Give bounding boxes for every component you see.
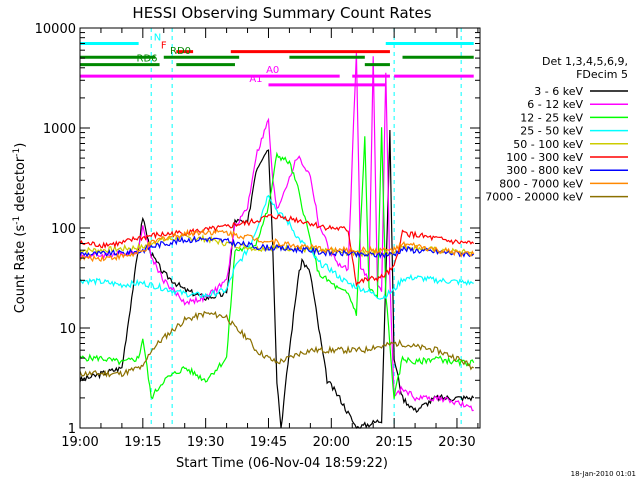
flag-label-f: F bbox=[161, 41, 167, 52]
x-tick-label: 19:45 bbox=[250, 435, 287, 450]
x-axis: 19:00 19:15 19:30 19:45 20:00 20:15 20:30 bbox=[61, 28, 479, 450]
series-line-7 bbox=[79, 235, 475, 259]
x-tick-label: 19:00 bbox=[61, 435, 98, 450]
flag-label-n: N bbox=[154, 32, 161, 43]
legend-label: 50 - 100 keV bbox=[513, 138, 583, 151]
legend-label: 7000 - 20000 keV bbox=[485, 191, 583, 204]
series-line-2 bbox=[79, 52, 474, 412]
series-line-3 bbox=[79, 127, 475, 400]
x-axis-label: Start Time (06-Nov-04 18:59:22) bbox=[176, 456, 388, 471]
y-axis-label: Count Rate (s-1 detector-1) bbox=[12, 143, 28, 314]
legend-header-detectors: Det 1,3,4,5,6,9, bbox=[542, 55, 628, 68]
x-tick-label: 20:30 bbox=[438, 435, 475, 450]
series-line-4 bbox=[79, 194, 474, 300]
series-line-6 bbox=[79, 213, 475, 288]
legend-entry-7: 300 - 800 keV bbox=[506, 164, 628, 177]
legend-label: 100 - 300 keV bbox=[506, 151, 583, 164]
series-line-9 bbox=[79, 310, 474, 378]
x-tick-label: 19:15 bbox=[124, 435, 161, 450]
legend-header-decimation: FDecim 5 bbox=[576, 68, 628, 81]
y-axis: 1 10 100 1000 10000 bbox=[35, 22, 480, 437]
legend-label: 6 - 12 keV bbox=[527, 98, 583, 111]
flag-label-a0: A0 bbox=[266, 65, 279, 76]
series-line-8 bbox=[79, 228, 475, 263]
x-tick-label: 20:00 bbox=[313, 435, 350, 450]
legend-label: 12 - 25 keV bbox=[520, 111, 583, 124]
legend-label: 300 - 800 keV bbox=[506, 164, 583, 177]
flag-label-rd6: RD6 bbox=[137, 54, 158, 65]
date-stamp: 18-Jan-2010 01:01 bbox=[571, 470, 636, 478]
flag-label-a1: A1 bbox=[249, 74, 262, 85]
series-line-1 bbox=[79, 129, 475, 430]
legend-entry-3: 12 - 25 keV bbox=[520, 111, 628, 124]
y-tick-label: 100 bbox=[51, 222, 76, 237]
flag-label-rd0: RD0 bbox=[170, 46, 191, 57]
y-tick-label: 10000 bbox=[35, 22, 76, 37]
legend-label: 800 - 7000 keV bbox=[499, 177, 583, 190]
legend-label: 25 - 50 keV bbox=[520, 125, 583, 138]
x-tick-label: 19:30 bbox=[187, 435, 224, 450]
legend-entry-1: 3 - 6 keV bbox=[534, 85, 628, 98]
legend-entry-4: 25 - 50 keV bbox=[520, 125, 628, 138]
y-tick-label: 1 bbox=[68, 422, 76, 437]
legend-entry-8: 800 - 7000 keV bbox=[499, 177, 628, 190]
legend-entry-6: 100 - 300 keV bbox=[506, 151, 628, 164]
y-tick-label: 10 bbox=[59, 322, 76, 337]
legend-entry-2: 6 - 12 keV bbox=[527, 98, 628, 111]
legend-entry-5: 50 - 100 keV bbox=[513, 138, 628, 151]
chart-title: HESSI Observing Summary Count Rates bbox=[132, 4, 431, 22]
legend-label: 3 - 6 keV bbox=[534, 85, 583, 98]
legend-entry-9: 7000 - 20000 keV bbox=[485, 191, 628, 204]
x-tick-label: 20:15 bbox=[375, 435, 412, 450]
y-tick-label: 1000 bbox=[43, 122, 76, 137]
